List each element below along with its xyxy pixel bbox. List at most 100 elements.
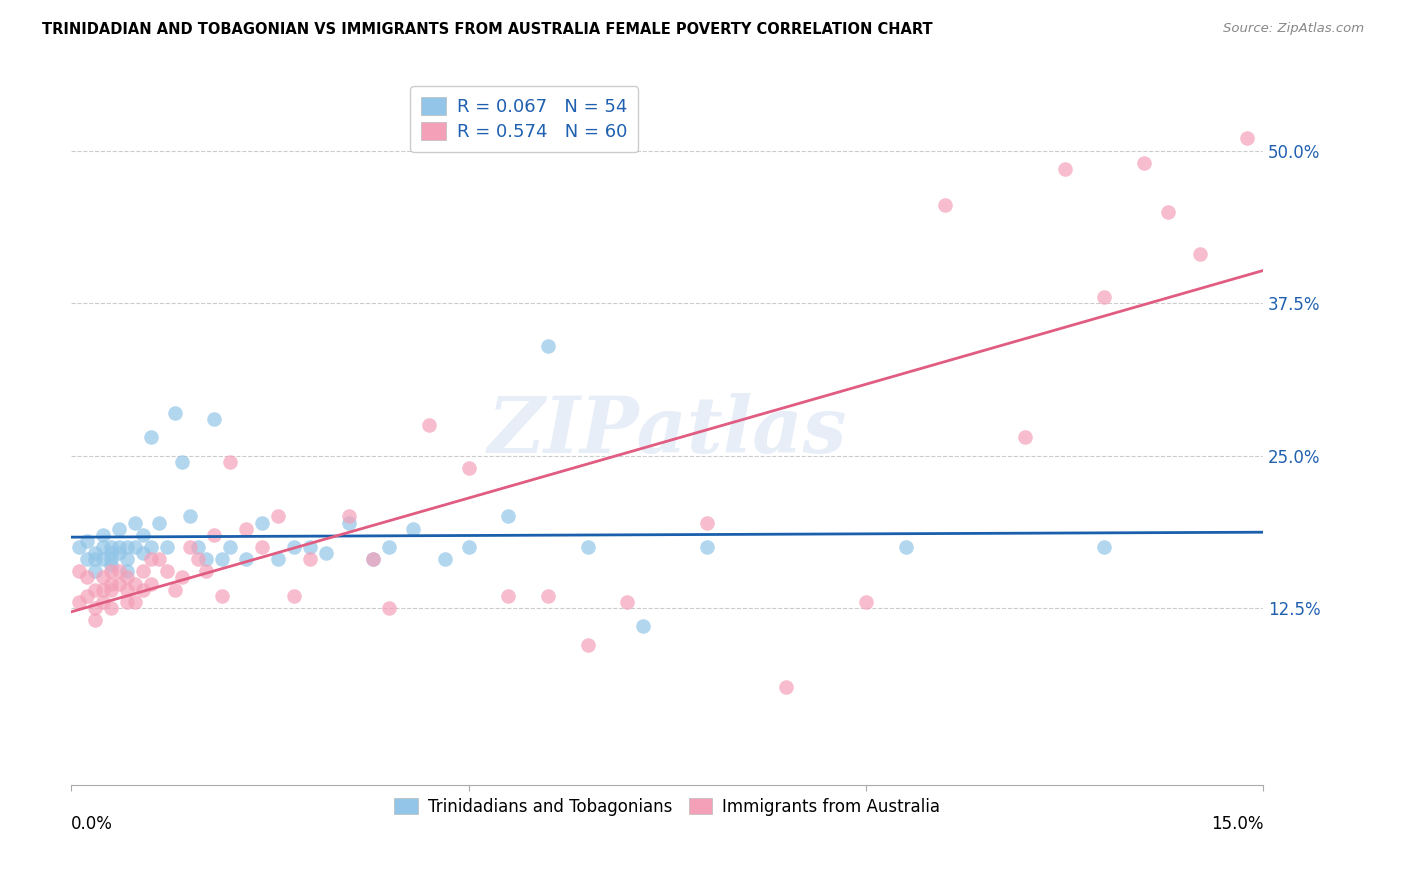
Point: [187, 552, 209, 566]
Point: [283, 540, 305, 554]
Point: [457, 460, 479, 475]
Point: [250, 516, 273, 530]
Point: [108, 522, 131, 536]
Point: [298, 552, 321, 566]
Point: [1092, 540, 1115, 554]
Legend: Trinidadians and Tobagonians, Immigrants from Australia: Trinidadians and Tobagonians, Immigrants…: [388, 791, 946, 822]
Point: [67, 540, 90, 554]
Point: [337, 516, 360, 530]
Point: [148, 516, 170, 530]
Point: [235, 552, 257, 566]
Point: [100, 565, 122, 579]
Point: [418, 417, 440, 432]
Point: [67, 565, 90, 579]
Point: [115, 565, 138, 579]
Point: [616, 595, 638, 609]
Point: [934, 198, 956, 212]
Point: [179, 540, 201, 554]
Point: [211, 589, 233, 603]
Point: [155, 565, 177, 579]
Point: [115, 570, 138, 584]
Point: [337, 509, 360, 524]
Point: [76, 570, 98, 584]
Point: [211, 552, 233, 566]
Point: [283, 589, 305, 603]
Point: [100, 582, 122, 597]
Text: 0.0%: 0.0%: [72, 815, 112, 833]
Text: 15.0%: 15.0%: [1211, 815, 1263, 833]
Point: [76, 589, 98, 603]
Point: [139, 576, 162, 591]
Point: [172, 454, 194, 468]
Point: [537, 589, 560, 603]
Point: [1133, 156, 1156, 170]
Point: [108, 565, 131, 579]
Point: [633, 619, 655, 633]
Point: [361, 552, 384, 566]
Point: [315, 546, 337, 560]
Point: [163, 582, 186, 597]
Point: [139, 552, 162, 566]
Point: [76, 533, 98, 548]
Point: [163, 406, 186, 420]
Point: [108, 540, 131, 554]
Point: [91, 552, 114, 566]
Point: [361, 552, 384, 566]
Text: ZIPatlas: ZIPatlas: [488, 392, 846, 469]
Point: [124, 516, 146, 530]
Point: [100, 552, 122, 566]
Point: [202, 412, 225, 426]
Point: [894, 540, 917, 554]
Point: [84, 613, 107, 627]
Point: [132, 565, 155, 579]
Point: [219, 540, 242, 554]
Point: [696, 516, 718, 530]
Point: [250, 540, 273, 554]
Point: [108, 546, 131, 560]
Point: [108, 576, 131, 591]
Point: [132, 528, 155, 542]
Point: [132, 582, 155, 597]
Point: [115, 552, 138, 566]
Point: [202, 528, 225, 542]
Point: [457, 540, 479, 554]
Point: [91, 540, 114, 554]
Point: [219, 454, 242, 468]
Point: [155, 540, 177, 554]
Point: [124, 576, 146, 591]
Point: [100, 601, 122, 615]
Point: [498, 589, 520, 603]
Point: [696, 540, 718, 554]
Point: [1236, 131, 1258, 145]
Point: [115, 582, 138, 597]
Point: [91, 570, 114, 584]
Point: [855, 595, 877, 609]
Point: [1188, 247, 1211, 261]
Point: [67, 595, 90, 609]
Point: [100, 558, 122, 573]
Point: [298, 540, 321, 554]
Point: [91, 582, 114, 597]
Point: [124, 595, 146, 609]
Point: [124, 540, 146, 554]
Point: [576, 540, 599, 554]
Point: [267, 509, 290, 524]
Text: TRINIDADIAN AND TOBAGONIAN VS IMMIGRANTS FROM AUSTRALIA FEMALE POVERTY CORRELATI: TRINIDADIAN AND TOBAGONIAN VS IMMIGRANTS…: [42, 22, 932, 37]
Point: [84, 601, 107, 615]
Point: [378, 540, 401, 554]
Point: [91, 528, 114, 542]
Point: [235, 522, 257, 536]
Point: [179, 509, 201, 524]
Point: [84, 546, 107, 560]
Point: [84, 582, 107, 597]
Point: [402, 522, 425, 536]
Point: [84, 552, 107, 566]
Point: [433, 552, 456, 566]
Point: [84, 565, 107, 579]
Point: [498, 509, 520, 524]
Point: [148, 552, 170, 566]
Point: [187, 540, 209, 554]
Point: [91, 595, 114, 609]
Point: [139, 430, 162, 444]
Point: [195, 565, 218, 579]
